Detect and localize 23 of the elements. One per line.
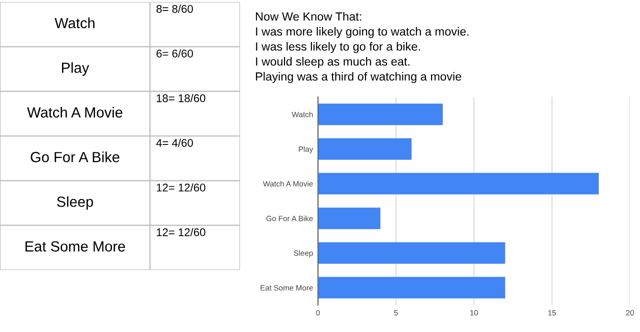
text: I would sleep as much as eat.: [256, 57, 410, 68]
text: I was more likely going to watch a movie.: [256, 27, 468, 38]
bar: [318, 276, 506, 298]
text: Play: [62, 62, 90, 76]
text: Now We Know That:: [256, 12, 362, 21]
text: 4= 4/60: [156, 138, 193, 147]
text: 18= 18/60: [156, 94, 206, 102]
bar: [318, 104, 443, 126]
bar: [318, 208, 380, 230]
text: 6= 6/60: [156, 49, 193, 58]
text: Playing was a third of watching a movie: [256, 72, 462, 84]
text: Sleep: [57, 196, 94, 210]
text: Go For A Bike: [30, 152, 120, 162]
bar: [318, 138, 412, 160]
text: 8= 8/60: [156, 4, 193, 13]
bar: [318, 172, 599, 194]
text: Watch: [54, 18, 94, 28]
text: Eat Some More: [26, 241, 126, 252]
text: I was less likely to go for a bike.: [256, 42, 420, 54]
text: 12= 12/60: [156, 183, 206, 192]
text: 12= 12/60: [156, 228, 206, 236]
text: Watch A Movie: [27, 106, 122, 118]
bar: [318, 242, 506, 264]
